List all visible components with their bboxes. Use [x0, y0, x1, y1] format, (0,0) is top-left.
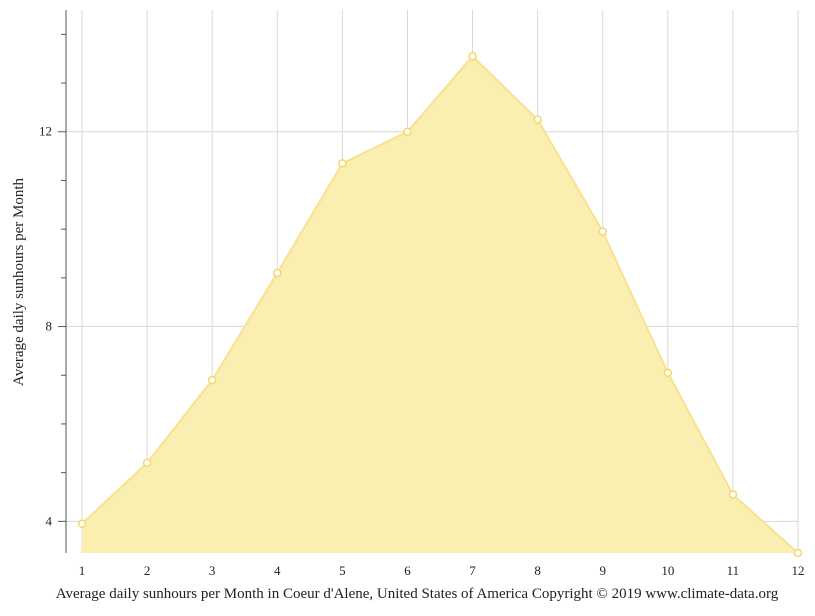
- x-tick-label: 9: [599, 563, 606, 578]
- x-tick-label: 6: [404, 563, 411, 578]
- data-point: [598, 227, 607, 236]
- data-point: [142, 458, 152, 468]
- data-point: [663, 368, 673, 378]
- data-point: [403, 127, 412, 136]
- y-tick-label: 12: [39, 124, 52, 139]
- y-tick-label: 8: [46, 319, 53, 334]
- data-point: [77, 519, 87, 529]
- x-tick-label: 12: [792, 563, 805, 578]
- y-tick-label: 4: [46, 513, 53, 528]
- area-series: [81, 54, 799, 554]
- x-tick-label: 1: [79, 563, 86, 578]
- data-point: [207, 375, 217, 385]
- data-point: [338, 159, 347, 168]
- series-line: [81, 54, 799, 554]
- x-tick-label: 8: [534, 563, 541, 578]
- data-markers: [77, 52, 803, 558]
- x-tick-label: 11: [727, 563, 740, 578]
- data-point: [273, 268, 282, 278]
- data-point: [533, 115, 542, 124]
- area-fill: [82, 56, 798, 553]
- y-axis-title: Average daily sunhours per Month: [11, 178, 27, 387]
- data-point: [728, 490, 738, 499]
- data-point: [793, 548, 803, 558]
- x-tick-label: 5: [339, 563, 346, 578]
- x-tick-label: 10: [661, 563, 674, 578]
- data-point: [468, 52, 477, 61]
- chart-caption: Average daily sunhours per Month in Coeu…: [56, 586, 779, 602]
- x-tick-label: 2: [144, 563, 151, 578]
- axes: [58, 10, 67, 553]
- x-tick-label: 4: [274, 563, 281, 578]
- x-tick-label: 3: [209, 563, 216, 578]
- x-tick-label: 7: [469, 563, 476, 578]
